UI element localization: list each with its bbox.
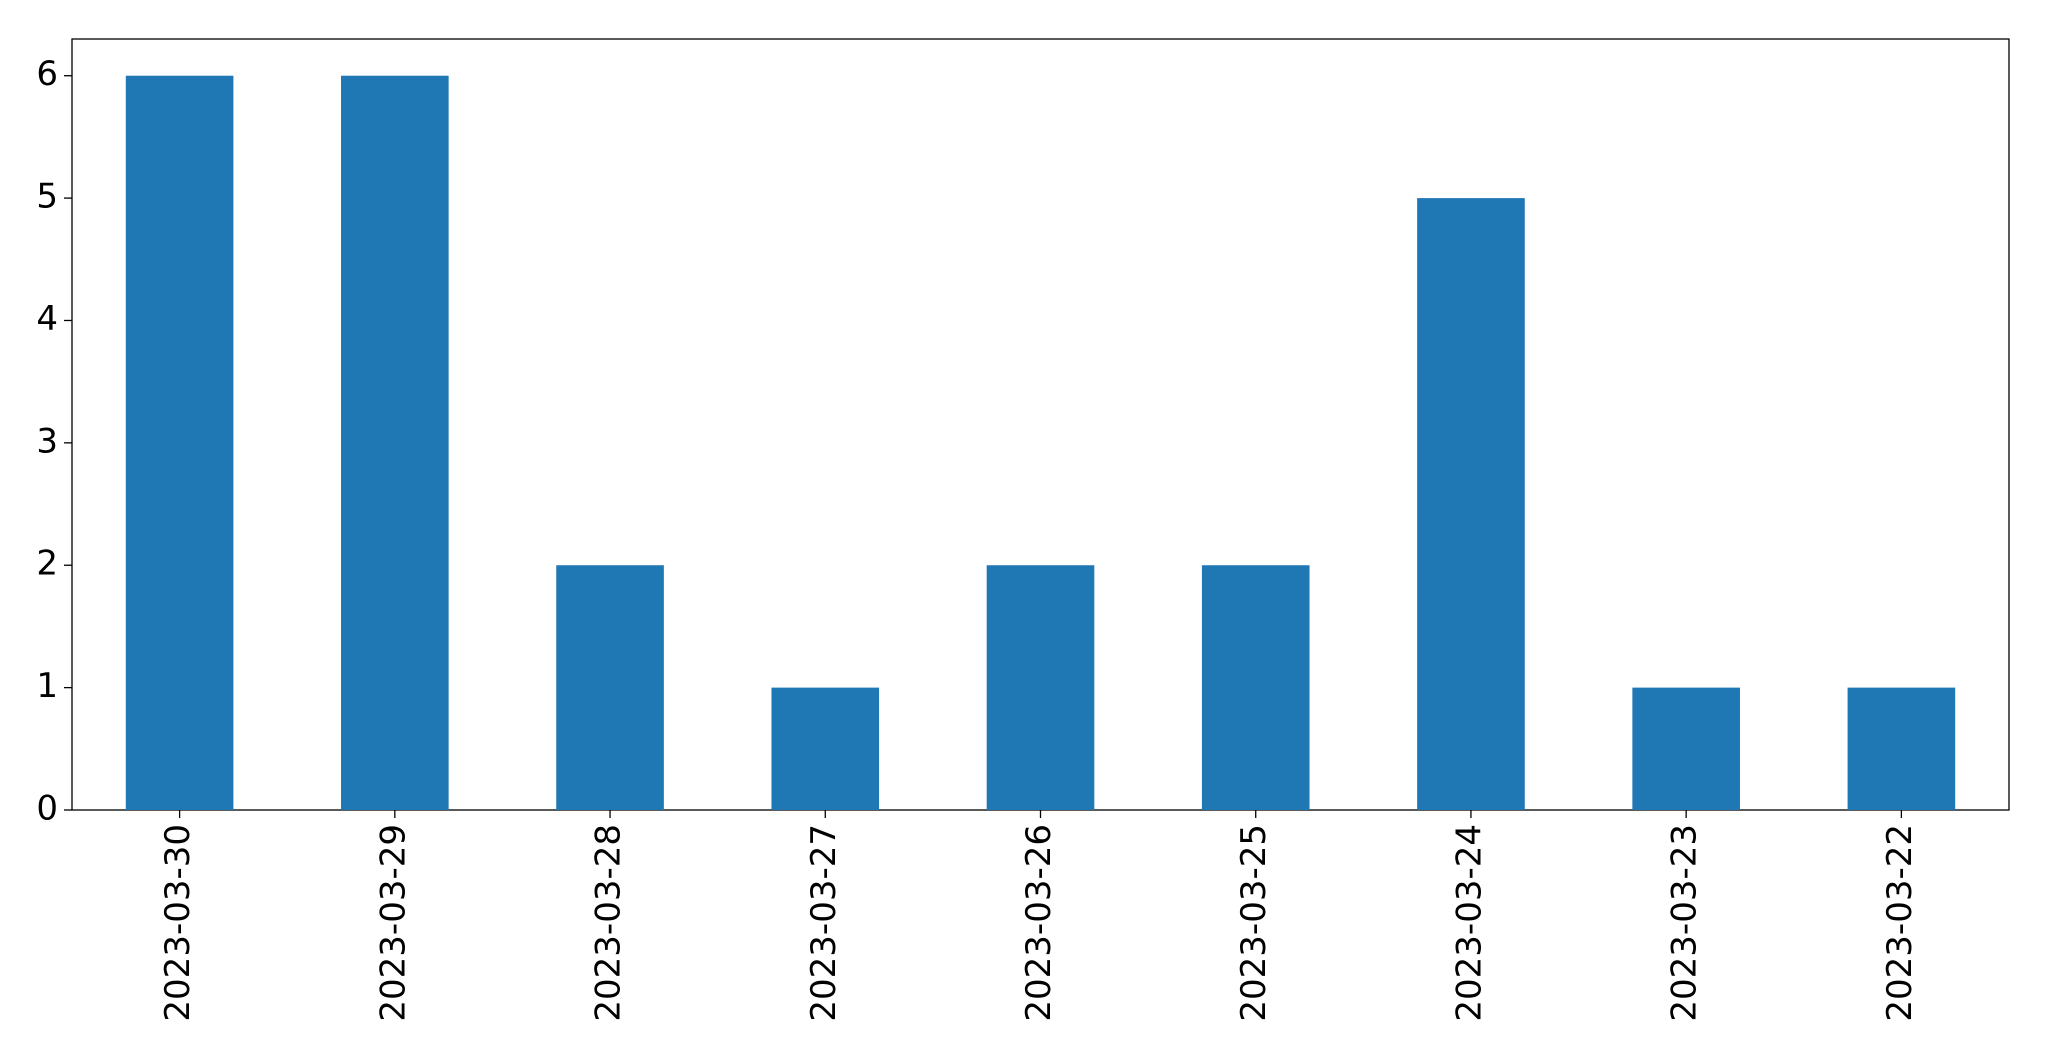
x-tick-label: 2023-03-29: [373, 824, 413, 1022]
x-tick-label: 2023-03-24: [1449, 824, 1489, 1022]
bar: [556, 565, 664, 810]
bar: [986, 565, 1095, 810]
bar: [1632, 687, 1740, 810]
bar: [1847, 687, 1956, 810]
x-tick-label: 2023-03-23: [1665, 824, 1705, 1022]
x-tick-label: 2023-03-27: [804, 824, 844, 1022]
bar: [1201, 565, 1310, 810]
x-tick-label: 2023-03-25: [1234, 824, 1274, 1022]
bar: [341, 75, 449, 810]
x-tick-label: 2023-03-30: [158, 824, 198, 1022]
x-tick-label: 2023-03-22: [1880, 824, 1920, 1022]
x-tick-label: 2023-03-26: [1019, 824, 1059, 1022]
bar: [125, 75, 234, 810]
y-tick-label: 6: [36, 54, 58, 94]
y-tick-label: 2: [36, 544, 58, 584]
bar: [1417, 198, 1525, 811]
y-tick-label: 1: [36, 666, 58, 706]
y-tick-label: 4: [36, 299, 58, 339]
y-tick-label: 3: [36, 421, 58, 461]
bar: [771, 687, 880, 810]
x-tick-label: 2023-03-28: [589, 824, 629, 1022]
y-tick-label: 5: [36, 177, 58, 217]
y-tick-label: 0: [36, 789, 58, 829]
